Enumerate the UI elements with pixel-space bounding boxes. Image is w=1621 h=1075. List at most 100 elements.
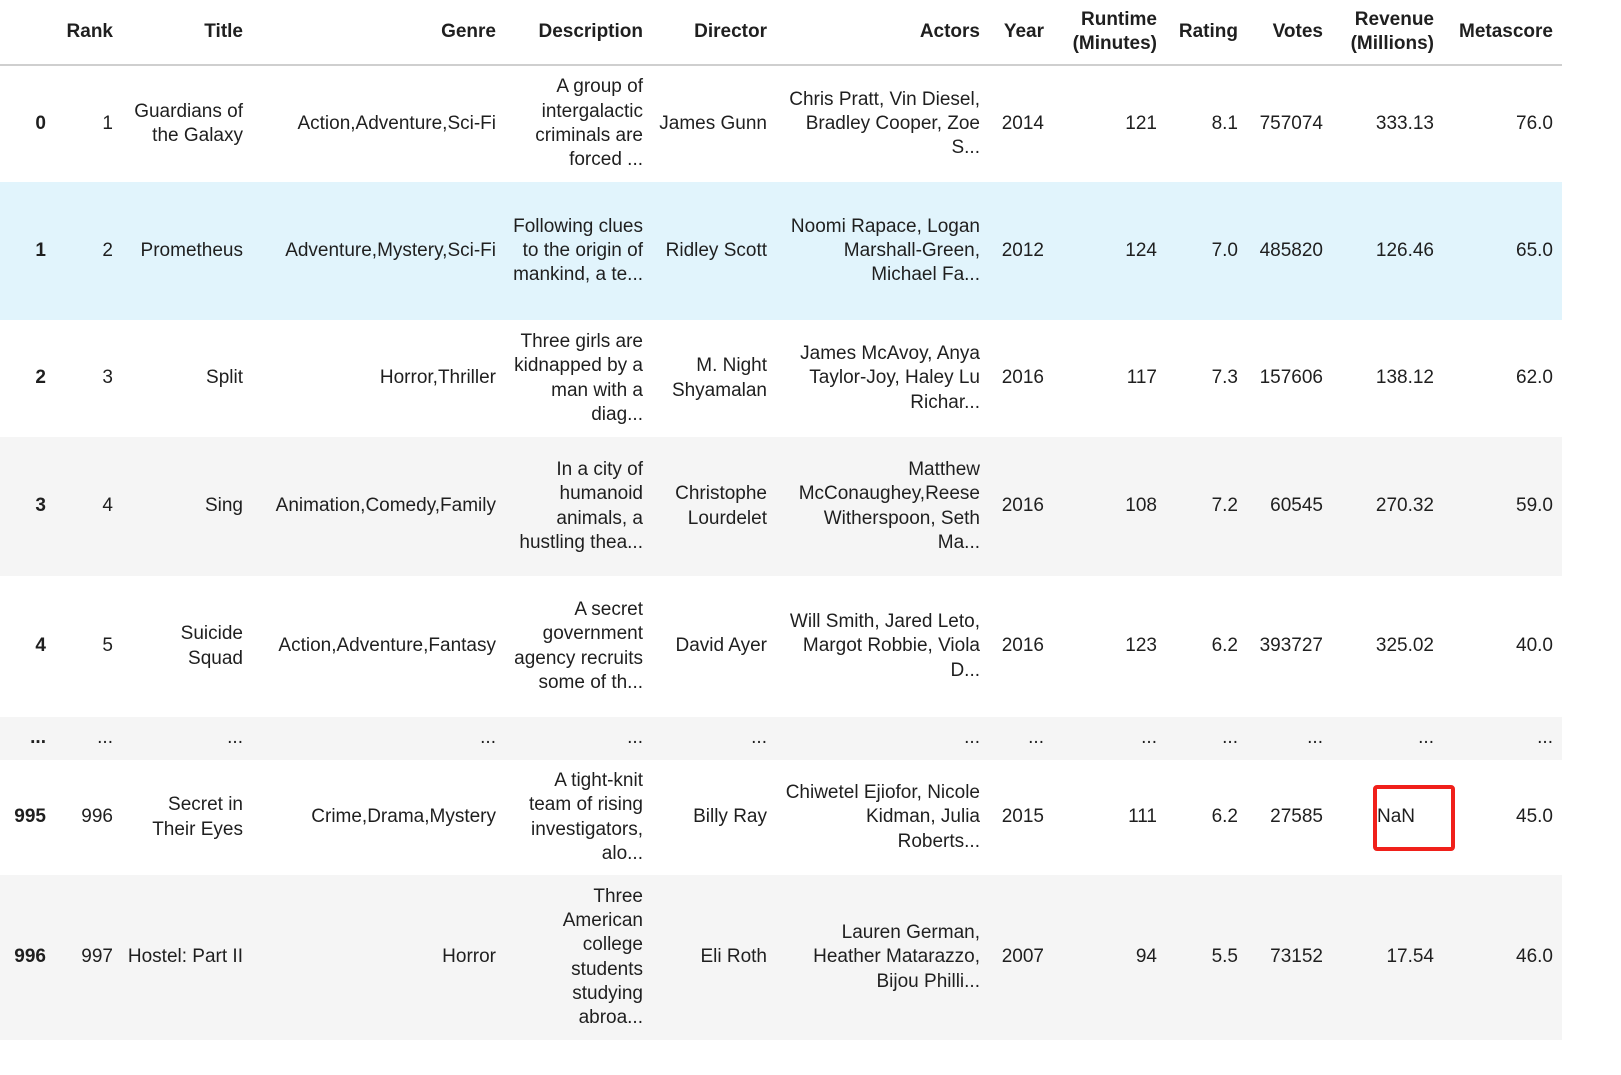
cell-title: Sing (204, 495, 243, 517)
cell-actors: ... (964, 727, 980, 749)
cell-runtime-minutes: ... (1141, 727, 1157, 749)
cell-revenue-millions: 270.32 (1375, 495, 1434, 517)
row-index: 4 (35, 635, 46, 657)
cell-director: James Gunn (659, 112, 767, 134)
cell-runtime-minutes: 117 (1126, 367, 1157, 389)
table-row: 2 3 Split Horror,Thriller Three girls are ki… (0, 320, 1562, 437)
cell-director: Eli Roth (700, 946, 767, 968)
cell-metascore: 59.0 (1516, 495, 1553, 517)
cell-rank: 4 (102, 495, 113, 517)
column-header-year: Year (989, 0, 1053, 66)
cell-title: Secret in Their Eyes (152, 794, 243, 840)
cell-metascore: 46.0 (1516, 946, 1553, 968)
cell-revenue-millions: 126.46 (1375, 239, 1434, 261)
cell-rank: 5 (102, 635, 113, 657)
cell-metascore: 65.0 (1516, 239, 1553, 261)
row-index: 1 (35, 239, 46, 261)
cell-description: A tight-knit team of rising investigator… (528, 769, 643, 864)
cell-title: Split (206, 367, 243, 389)
cell-revenue-millions: NaN (1376, 806, 1415, 828)
cell-rank: 2 (102, 239, 113, 261)
cell-year: 2007 (1001, 946, 1044, 968)
cell-title: Guardians of the Galaxy (134, 100, 243, 146)
row-index: 3 (35, 495, 46, 517)
cell-year: 2012 (1001, 239, 1044, 261)
cell-title: Hostel: Part II (127, 946, 243, 968)
cell-actors: Lauren German, Heather Matarazzo, Bijou … (813, 922, 980, 992)
column-header-genre: Genre (252, 0, 505, 66)
cell-genre: Action,Adventure,Sci-Fi (297, 112, 496, 134)
cell-votes: 757074 (1259, 112, 1323, 134)
cell-description: A group of intergalactic criminals are f… (535, 76, 643, 171)
cell-revenue-millions: 138.12 (1375, 367, 1434, 389)
cell-genre: Action,Adventure,Fantasy (278, 635, 496, 657)
cell-director: M. Night Shyamalan (671, 355, 767, 401)
cell-description: Three American college students studying… (562, 885, 643, 1029)
cell-runtime-minutes: 108 (1125, 495, 1157, 517)
cell-votes: ... (1307, 727, 1323, 749)
cell-rating: 6.2 (1211, 806, 1238, 828)
row-index: 995 (14, 806, 46, 828)
cell-rating: ... (1222, 727, 1238, 749)
table-row: 3 4 Sing Animation,Comedy,Family In a city o… (0, 437, 1562, 576)
cell-rank: 996 (81, 806, 113, 828)
cell-metascore: ... (1537, 727, 1553, 749)
cell-metascore: 76.0 (1516, 112, 1553, 134)
cell-description: Following clues to the origin of mankind… (513, 215, 643, 286)
cell-actors: Will Smith, Jared Leto, Margot Robbie, V… (789, 611, 980, 681)
cell-rank: 3 (102, 367, 113, 389)
row-index: ... (30, 727, 46, 749)
cell-revenue-millions: ... (1418, 727, 1434, 749)
column-header-rank: Rank (55, 0, 122, 66)
cell-year: 2016 (1001, 367, 1044, 389)
cell-description: A secret government agency recruits some… (514, 598, 643, 693)
row-index: 0 (35, 112, 46, 134)
cell-runtime-minutes: 123 (1125, 635, 1157, 657)
cell-director: Ridley Scott (665, 239, 767, 261)
table-row: 0 1 Guardians of the Galaxy Action,Adventur… (0, 65, 1562, 182)
cell-year: 2016 (1001, 495, 1044, 517)
cell-title: Prometheus (140, 239, 243, 261)
cell-year: ... (1028, 727, 1044, 749)
cell-rating: 5.5 (1211, 946, 1238, 968)
cell-year: 2015 (1001, 806, 1044, 828)
column-header-revenue-millions: Revenue (Millions) (1332, 0, 1443, 66)
cell-rating: 7.3 (1211, 367, 1238, 389)
cell-genre: Adventure,Mystery,Sci-Fi (285, 239, 496, 261)
cell-revenue-millions: 17.54 (1386, 946, 1434, 968)
cell-votes: 157606 (1259, 367, 1323, 389)
cell-actors: Noomi Rapace, Logan Marshall-Green, Mich… (790, 215, 980, 286)
cell-director: David Ayer (675, 635, 767, 657)
table-row: 1 2 Prometheus Adventure,Mystery,Sci-Fi Foll… (0, 182, 1562, 320)
column-header-runtime-minutes: Runtime (Minutes) (1053, 0, 1166, 66)
cell-description: Three girls are kidnapped by a man with … (514, 330, 643, 425)
cell-director: Christophe Lourdelet (675, 483, 767, 529)
cell-year: 2016 (1001, 635, 1044, 657)
cell-metascore: 45.0 (1516, 806, 1553, 828)
cell-votes: 73152 (1270, 946, 1323, 968)
column-header-index (0, 0, 55, 66)
table-row: 4 5 Suicide Squad Action,Adventure,Fantasy A… (0, 576, 1562, 717)
cell-rating: 6.2 (1211, 635, 1238, 657)
column-header-description: Description (505, 0, 652, 66)
table-row: 995 996 Secret in Their Eyes Crime,Drama,My… (0, 760, 1562, 875)
cell-rating: 8.1 (1211, 112, 1238, 134)
cell-actors: James McAvoy, Anya Taylor-Joy, Haley Lu … (800, 343, 980, 413)
cell-runtime-minutes: 94 (1135, 946, 1157, 968)
cell-revenue-millions: 333.13 (1375, 112, 1434, 134)
cell-director: Billy Ray (693, 806, 767, 828)
cell-rank: ... (97, 727, 113, 749)
cell-actors: Chris Pratt, Vin Diesel, Bradley Cooper,… (789, 88, 980, 159)
cell-year: 2014 (1001, 112, 1044, 134)
cell-description: ... (627, 727, 643, 749)
cell-title: Suicide Squad (180, 623, 243, 669)
cell-title: ... (227, 727, 243, 749)
cell-genre: Horror (442, 946, 496, 968)
cell-runtime-minutes: 121 (1125, 112, 1157, 134)
column-header-rating: Rating (1166, 0, 1247, 66)
column-header-votes: Votes (1247, 0, 1332, 66)
column-header-title: Title (122, 0, 252, 66)
cell-rank: 997 (81, 946, 113, 968)
cell-revenue-millions: 325.02 (1375, 635, 1434, 657)
cell-rating: 7.2 (1211, 495, 1238, 517)
